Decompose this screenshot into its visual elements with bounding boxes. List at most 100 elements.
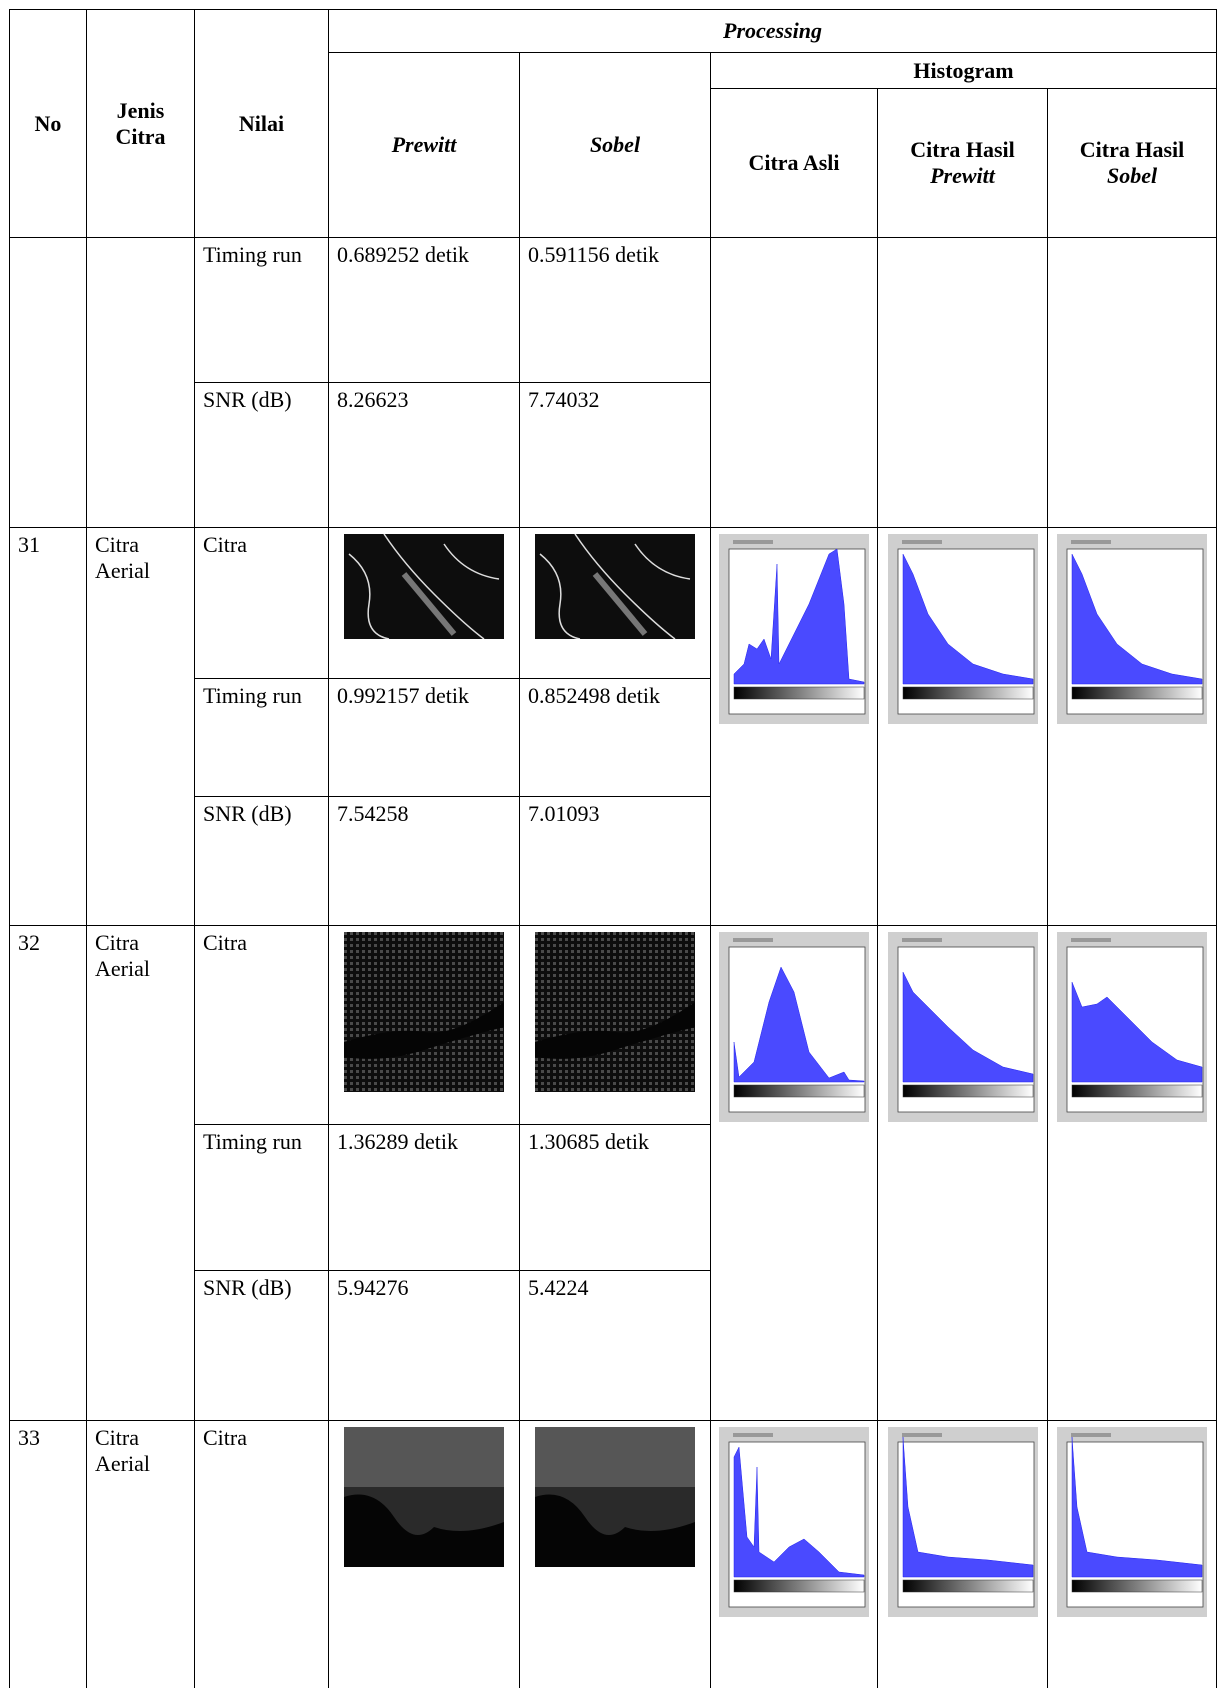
histogram-cell — [710, 527, 878, 926]
metric-label: Timing run — [194, 678, 329, 797]
citra-image — [401, 572, 457, 636]
citra-image — [344, 1427, 504, 1487]
table-row: SNR (dB) 7.54258 7.01093 — [10, 796, 1217, 926]
citra-image — [592, 572, 648, 636]
histogram-image — [902, 1579, 1033, 1593]
histogram-image — [887, 932, 1038, 1122]
table-row: 31 Citra Aerial Citra — [9, 527, 1218, 926]
histogram-image — [1071, 686, 1203, 700]
citra-image — [535, 1002, 695, 1059]
header-text: Citra Hasil — [910, 137, 1015, 162]
citra-image — [535, 1427, 695, 1567]
image-cell — [328, 1420, 520, 1688]
table-row: Timing run 1.36289 detik 1.30685 detik — [10, 1124, 1217, 1271]
citra-image — [344, 932, 504, 1092]
metric-label: Timing run — [194, 237, 329, 383]
citra-image — [535, 1427, 695, 1487]
histogram-image — [902, 686, 1033, 700]
image-cell — [519, 1420, 711, 1688]
header-row: Prewitt Sobel Histogram — [10, 52, 1218, 238]
metric-value: 0.591156 detik — [519, 237, 711, 383]
histogram-image — [902, 971, 1033, 1083]
histogram-cell — [1046, 925, 1218, 1421]
table-row: Timing run 0.992157 detik 0.852498 detik — [10, 678, 1217, 797]
header-cell: Citra Hasil Sobel — [1046, 88, 1218, 238]
histogram-cell — [1046, 1420, 1218, 1688]
histogram-image — [901, 938, 942, 942]
citra-image — [344, 1002, 504, 1059]
histogram-image — [733, 1433, 773, 1437]
result-table: No Jenis Citra Nilai Processing Prewitt … — [9, 9, 1218, 1688]
image-cell — [519, 527, 711, 679]
table-row: Timing run 0.689252 detik 0.591156 detik — [9, 237, 1218, 528]
histogram-image — [733, 540, 773, 544]
metric-value: 0.689252 detik — [328, 237, 520, 383]
histogram-image — [1071, 540, 1112, 544]
histogram-cell — [877, 1420, 1048, 1688]
header-text: Prewitt — [930, 163, 995, 188]
header-cell: Citra Asli — [710, 88, 878, 238]
metric-value: 1.36289 detik — [328, 1124, 520, 1271]
citra-image — [344, 534, 504, 639]
metric-value: 7.01093 — [519, 796, 711, 926]
header-cell: Citra Hasil Prewitt — [877, 88, 1048, 238]
histogram-image — [1066, 1441, 1204, 1608]
metric-value: 5.94276 — [328, 1270, 520, 1421]
metric-label: Citra — [194, 1420, 329, 1688]
metric-value: 0.992157 detik — [328, 678, 520, 797]
number-cell: 33 — [9, 1420, 87, 1688]
histogram-cell — [710, 237, 878, 528]
citra-image — [344, 932, 504, 1092]
histogram-image — [887, 1427, 1038, 1617]
histogram-image — [728, 1441, 866, 1608]
metric-label: Timing run — [194, 1124, 329, 1271]
histogram-image — [733, 938, 773, 942]
histogram-image — [902, 1084, 1033, 1098]
table-row: 32 Citra Aerial Citra — [9, 925, 1218, 1421]
citra-image — [535, 534, 695, 639]
table-body: Timing run 0.689252 detik 0.591156 detik SN… — [9, 237, 1218, 1688]
histogram-image — [902, 1436, 1033, 1578]
header-cell: Sobel — [519, 52, 711, 238]
histogram-image — [1057, 1427, 1208, 1617]
histogram-image — [733, 1084, 865, 1098]
histogram-image — [1071, 981, 1203, 1083]
histogram-image — [901, 540, 942, 544]
histogram-cell — [877, 527, 1048, 926]
histogram-image — [901, 1433, 942, 1437]
table-row: SNR (dB) 8.26623 7.74032 — [10, 382, 1217, 528]
histogram-image — [1057, 534, 1208, 724]
histogram-image — [719, 932, 869, 1122]
histogram-image — [897, 1441, 1034, 1608]
type-cell: Citra Aerial — [86, 1420, 195, 1688]
citra-image — [344, 1494, 504, 1567]
header-cell: Histogram — [709, 52, 1218, 89]
metric-value: 1.30685 detik — [519, 1124, 711, 1271]
metric-value: 8.26623 — [328, 382, 520, 528]
histogram-cell — [1046, 527, 1218, 926]
header-cell: Jenis Citra — [86, 9, 195, 238]
image-cell — [519, 925, 711, 1125]
number-cell — [9, 237, 87, 528]
header-cell: Nilai — [194, 9, 329, 238]
histogram-image — [733, 548, 865, 685]
histogram-cell — [877, 925, 1048, 1421]
header-text: Citra Hasil — [1079, 137, 1185, 162]
histogram-cell — [1046, 237, 1218, 528]
histogram-image — [1071, 1433, 1112, 1437]
metric-value: 0.852498 detik — [519, 678, 711, 797]
histogram-image — [719, 534, 869, 724]
metric-label: Citra — [194, 925, 329, 1125]
image-cell — [328, 527, 520, 679]
type-cell: Citra Aerial — [86, 925, 195, 1421]
citra-image — [535, 932, 695, 1092]
citra-image — [535, 534, 695, 639]
metric-label: SNR (dB) — [194, 382, 329, 528]
metric-value: 7.54258 — [328, 796, 520, 926]
number-cell: 31 — [9, 527, 87, 926]
header-cell: No — [9, 9, 87, 238]
header-cell: Prewitt — [328, 52, 520, 238]
image-cell — [328, 925, 520, 1125]
table-row: 33 Citra Aerial Citra — [9, 1420, 1218, 1688]
